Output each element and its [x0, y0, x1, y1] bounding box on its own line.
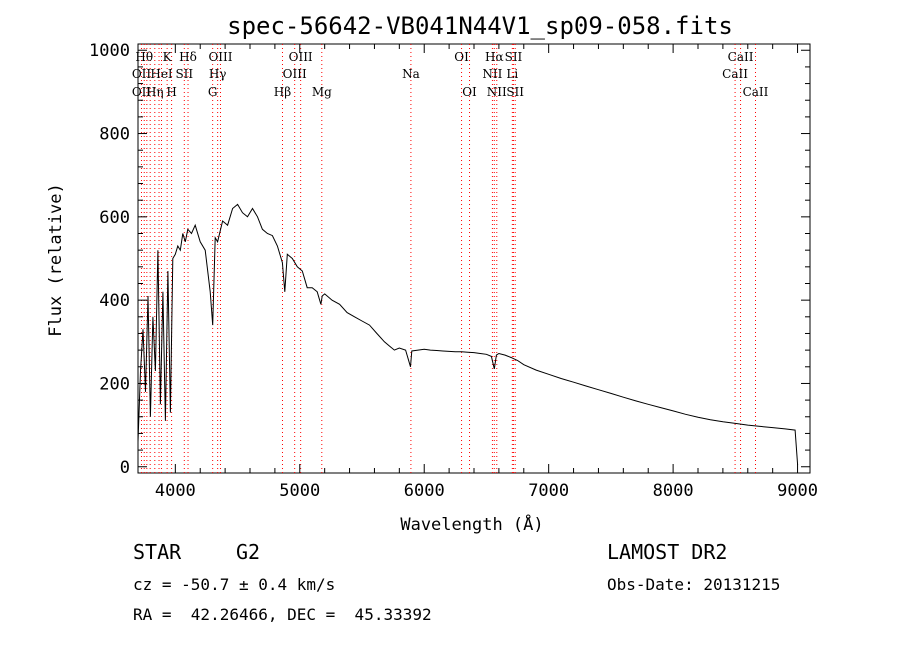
redshift-cz: cz = -50.7 ± 0.4 km/s	[133, 575, 336, 594]
spectral-line-label: NII	[487, 85, 507, 99]
spectral-line-label: Hγ	[209, 67, 227, 81]
spectral-line-label: CaII	[722, 67, 748, 81]
x-axis-label: Wavelength (Å)	[400, 513, 543, 535]
y-axis-label: Flux (relative)	[46, 183, 66, 337]
spectral-line-label: CaII	[743, 85, 769, 99]
spectral-line-label: H	[166, 85, 176, 99]
x-tick-label: 6000	[404, 481, 445, 501]
spectral-line-label: HeI	[150, 67, 173, 81]
spectral-line-label: OII	[132, 85, 152, 99]
spectral-line-label: OI	[462, 85, 477, 99]
spectral-line-label: G	[208, 85, 218, 99]
y-tick-label: 400	[99, 291, 130, 311]
class-label: STAR	[133, 540, 182, 564]
spectral-line-labels: OII OII Hθ Hη HeI K H SII Hδ G Hγ OIII Hβ OIII OIII Mg N…	[132, 50, 769, 99]
y-tick-label: 200	[99, 374, 130, 394]
spectral-line-label: Na	[402, 67, 420, 81]
y-tick-label: 0	[120, 458, 130, 478]
coordinates: RA = 42.26466, DEC = 45.33392	[133, 605, 432, 624]
subclass-label: G2	[236, 540, 261, 564]
x-tick-label: 8000	[653, 481, 694, 501]
spectral-line-label: OII	[132, 67, 152, 81]
spectral-line-label: Hα	[485, 50, 504, 64]
spectral-line-label: OIII	[283, 67, 307, 81]
x-tick-label: 7000	[528, 481, 569, 501]
axis-tick-labels: 4000 5000 6000 7000 8000 9000 0 200 400 600 800 100…	[89, 41, 818, 501]
spectral-line-label: OIII	[289, 50, 313, 64]
y-tick-label: 1000	[89, 41, 130, 61]
spectrum-line	[137, 203, 799, 465]
spectral-line-label: Mg	[312, 85, 332, 99]
spectral-line-label: K	[163, 50, 173, 64]
spectral-line-label: SII	[175, 67, 193, 81]
spectral-line-label: Hθ	[135, 50, 153, 64]
spectral-line-label: CaII	[728, 50, 754, 64]
spectral-line-label: Hη	[146, 85, 164, 99]
chart-title: spec-56642-VB041N44V1_sp09-058.fits	[227, 12, 733, 40]
spectral-line-label: SII	[505, 50, 523, 64]
y-tick-label: 800	[99, 125, 130, 145]
x-tick-label: 4000	[155, 481, 196, 501]
survey-label: LAMOST DR2	[607, 540, 728, 564]
spectral-line-label: Li	[506, 67, 518, 81]
spectral-line-label: OI	[454, 50, 469, 64]
observation-date: Obs-Date: 20131215	[607, 575, 781, 594]
x-tick-label: 5000	[279, 481, 320, 501]
spectral-line-label: OIII	[208, 50, 232, 64]
axis-ticks	[138, 44, 810, 473]
spectral-line-label: NII	[482, 67, 502, 81]
y-tick-label: 600	[99, 208, 130, 228]
spectral-line-label: Hβ	[274, 85, 291, 99]
spectral-line-label: Hδ	[179, 50, 197, 64]
plot-frame	[137, 43, 811, 474]
x-tick-label: 9000	[777, 481, 818, 501]
spectral-line-label: SII	[506, 85, 524, 99]
